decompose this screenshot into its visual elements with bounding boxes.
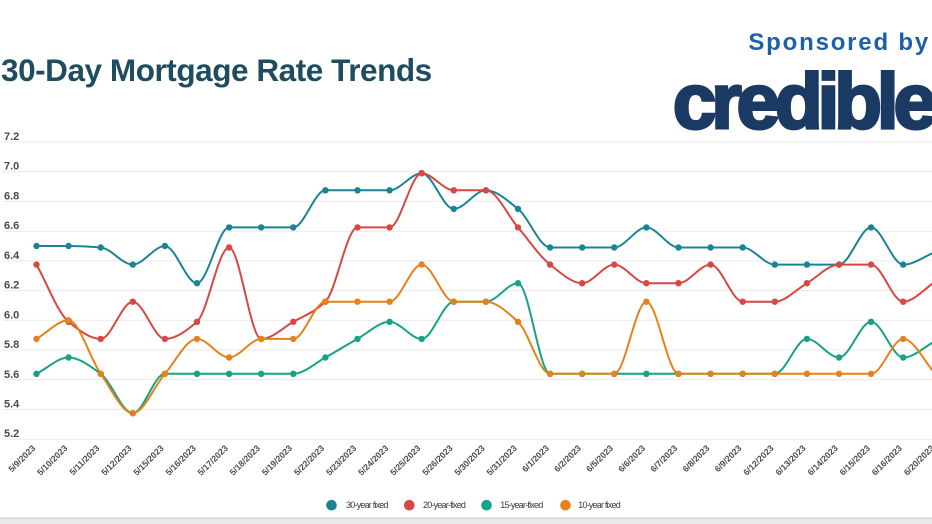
svg-text:6.4: 6.4 (4, 250, 20, 262)
svg-text:15-year-fixed: 15-year-fixed (500, 500, 543, 510)
svg-text:6.8: 6.8 (4, 190, 19, 202)
svg-text:5.6: 5.6 (4, 369, 19, 381)
svg-text:6.6: 6.6 (4, 220, 19, 232)
svg-text:7.0: 7.0 (4, 161, 19, 173)
svg-text:Sponsored by: Sponsored by (748, 29, 930, 56)
svg-text:credible: credible (673, 57, 932, 145)
svg-text:5.8: 5.8 (4, 339, 19, 351)
svg-text:7.2: 7.2 (4, 131, 19, 143)
svg-text:10-year fixed: 10-year fixed (578, 500, 620, 510)
svg-text:5.2: 5.2 (4, 428, 19, 440)
svg-text:6.2: 6.2 (4, 280, 19, 292)
svg-text:30-Day Mortgage Rate Trends: 30-Day Mortgage Rate Trends (1, 52, 432, 88)
svg-text:20-year-fixed: 20-year-fixed (423, 500, 466, 510)
svg-text:6.0: 6.0 (4, 309, 19, 321)
svg-text:30-year fixed: 30-year fixed (346, 500, 388, 510)
svg-text:5.4: 5.4 (4, 399, 20, 411)
